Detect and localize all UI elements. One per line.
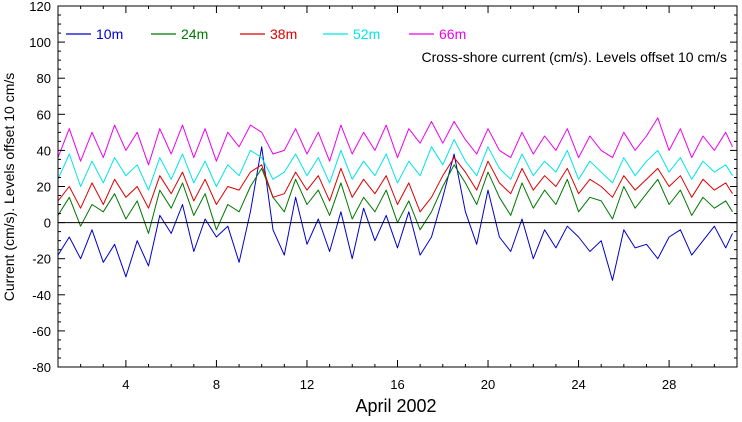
legend: 10m 24m 38m 52m 66m xyxy=(66,26,466,42)
x-axis-label: April 2002 xyxy=(355,396,436,416)
x-tick-label: 28 xyxy=(662,377,676,392)
y-tick-label: 20 xyxy=(37,180,51,195)
y-tick-label: 100 xyxy=(29,35,51,50)
y-tick-label: -60 xyxy=(32,324,51,339)
x-tick-label: 24 xyxy=(571,377,585,392)
legend-label-10m: 10m xyxy=(96,26,123,42)
x-tick-label: 4 xyxy=(122,377,129,392)
y-tick-label: -80 xyxy=(32,360,51,375)
legend-label-38m: 38m xyxy=(270,26,297,42)
y-tick-label: 120 xyxy=(29,0,51,14)
series-line-66m xyxy=(57,117,733,166)
ticks-layer: -80 -60 -40 -20 0 20 40 60 80 100 120 4 8 12 16 20 24 28 xyxy=(29,0,738,392)
y-tick-label: 80 xyxy=(37,71,51,86)
y-tick-label: 40 xyxy=(37,143,51,158)
y-tick-label: -20 xyxy=(32,252,51,267)
chart-annotation: Cross-shore current (cm/s). Levels offse… xyxy=(422,49,728,65)
legend-label-52m: 52m xyxy=(353,26,380,42)
series-line-52m xyxy=(57,139,733,191)
y-tick-label: -40 xyxy=(32,288,51,303)
x-tick-label: 8 xyxy=(213,377,220,392)
series-line-10m xyxy=(57,146,733,281)
y-axis-label: Current (cm/s). Levels offset 10 cm/s xyxy=(1,73,17,301)
legend-label-24m: 24m xyxy=(181,26,208,42)
y-tick-label: 60 xyxy=(37,107,51,122)
x-tick-label: 12 xyxy=(300,377,314,392)
y-tick-label: 0 xyxy=(44,216,51,231)
x-tick-label: 20 xyxy=(481,377,495,392)
x-tick-label: 16 xyxy=(390,377,404,392)
legend-label-66m: 66m xyxy=(439,26,466,42)
series-line-38m xyxy=(57,157,733,213)
